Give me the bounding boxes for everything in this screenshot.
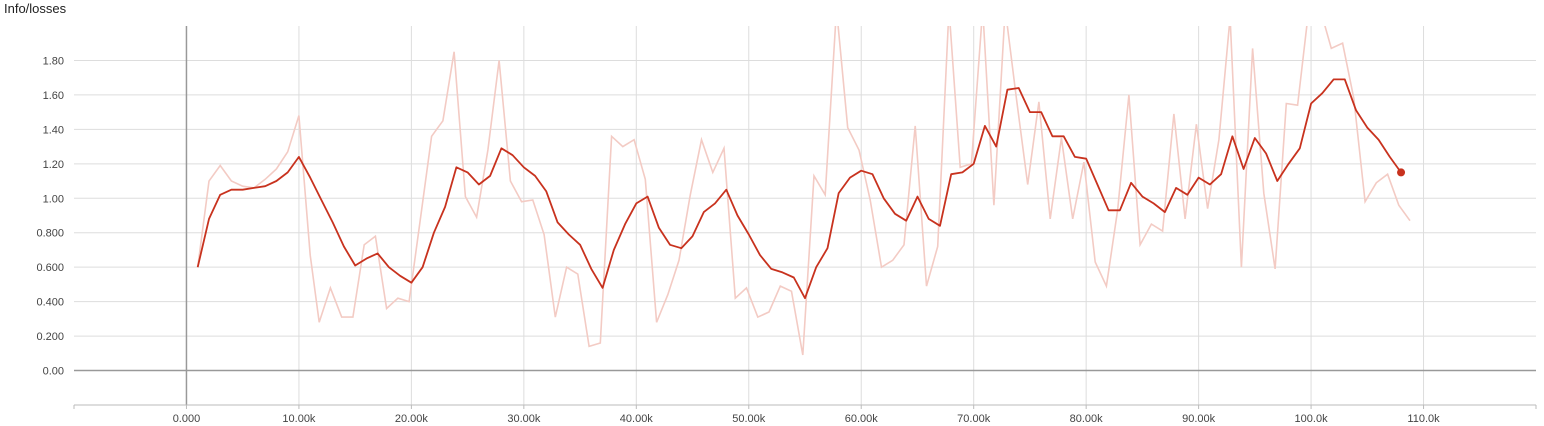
x-tick-label: 30.00k — [507, 413, 541, 425]
y-tick-label: 1.40 — [43, 124, 64, 136]
x-tick-label: 20.00k — [395, 413, 429, 425]
y-tick-label: 0.800 — [36, 228, 64, 240]
x-tick-label: 60.00k — [845, 413, 879, 425]
x-tick-label: 10.00k — [282, 413, 316, 425]
x-tick-label: 50.00k — [732, 413, 766, 425]
raw-series — [196, 26, 1411, 356]
y-tick-labels: 0.00 0.200 0.400 0.600 0.800 1.00 1.20 1.40 1.60… — [36, 55, 64, 377]
y-tick-label: 0.00 — [43, 366, 64, 378]
smoothed-series — [196, 78, 1406, 300]
y-tick-label: 0.600 — [36, 262, 64, 274]
axes — [73, 26, 1537, 409]
y-tick-label: 1.80 — [43, 55, 64, 67]
x-tick-label: 40.00k — [620, 413, 654, 425]
y-tick-label: 0.200 — [36, 331, 64, 343]
x-tick-label: 80.00k — [1070, 413, 1104, 425]
chart-title: Info/losses — [4, 1, 67, 16]
x-tick-labels: 0.000 10.00k 20.00k 30.00k 40.00k 50.00k 60.00… — [173, 413, 1440, 425]
x-tick-label: 0.000 — [173, 413, 201, 425]
x-tick-label: 90.00k — [1182, 413, 1216, 425]
smoothed-series-line — [196, 78, 1402, 300]
last-point-marker — [1397, 168, 1406, 177]
y-tick-label: 1.20 — [43, 159, 64, 171]
y-tick-label: 1.60 — [43, 90, 64, 102]
grid — [74, 26, 1536, 405]
y-tick-label: 1.00 — [43, 193, 64, 205]
x-tick-label: 110.0k — [1407, 413, 1440, 425]
y-tick-label: 0.400 — [36, 297, 64, 309]
x-tick-label: 100.0k — [1295, 413, 1329, 425]
raw-series-line — [196, 26, 1411, 356]
x-tick-label: 70.00k — [957, 413, 991, 425]
